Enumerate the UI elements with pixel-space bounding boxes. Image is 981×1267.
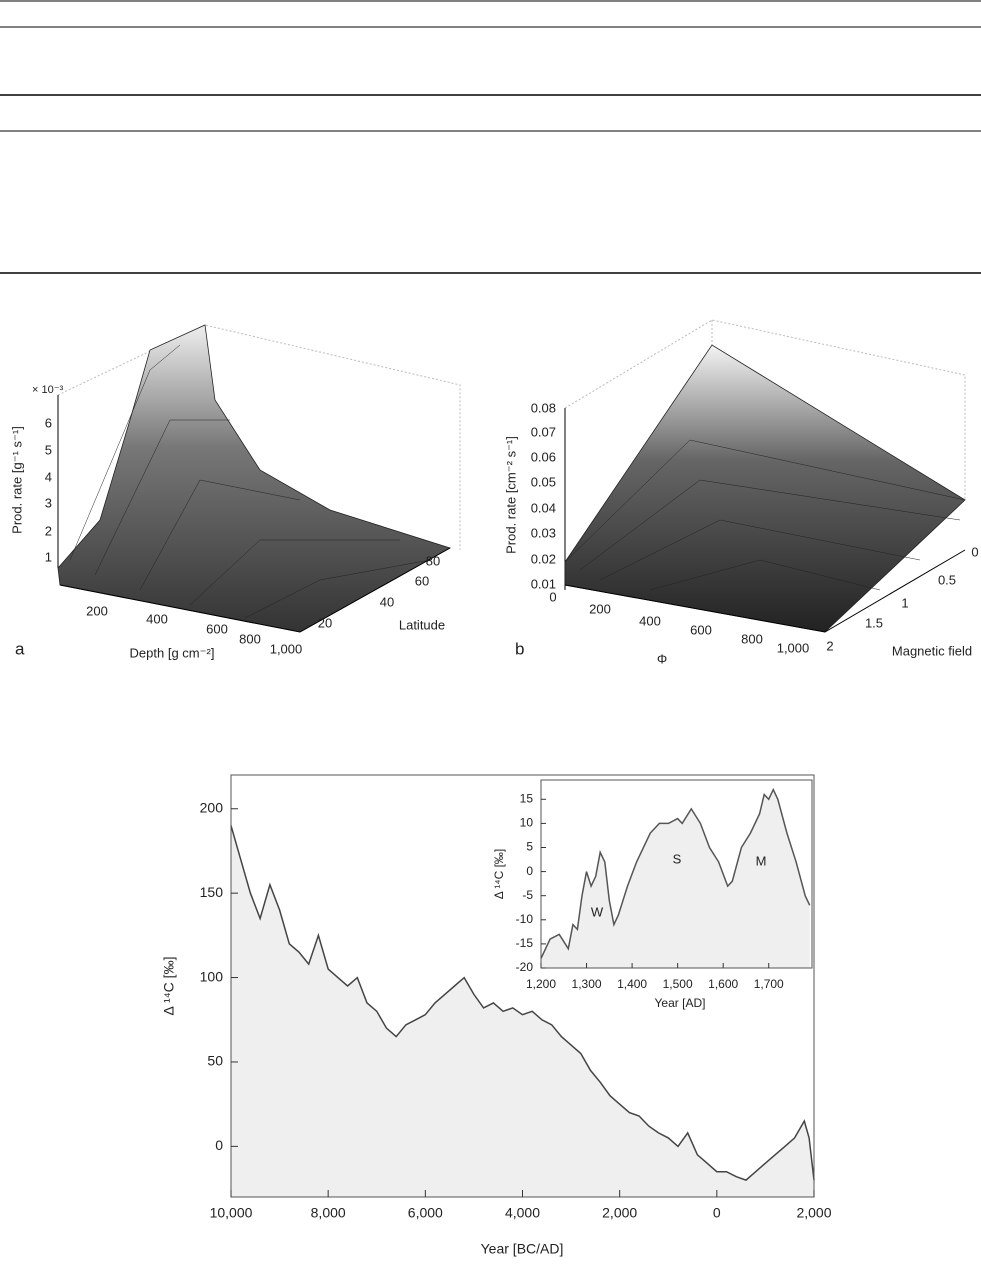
x-tick-label: 2,000	[602, 1205, 637, 1221]
annotation: S	[673, 851, 682, 866]
z-tick-label: 0.03	[531, 525, 556, 540]
y-axis-label: Δ ¹⁴C [‰]	[492, 849, 506, 900]
y-tick-label: 80	[426, 553, 440, 568]
x-tick-label: 1,500	[663, 977, 693, 991]
z-tick-label: 1	[45, 549, 52, 564]
surface-a	[57, 324, 461, 633]
surface-b	[564, 319, 966, 633]
y-tick-label: 0.5	[938, 572, 956, 587]
x-axis-label: Depth [g cm⁻²]	[130, 645, 215, 660]
z-axis-label: Prod. rate [g⁻¹ s⁻¹]	[9, 426, 24, 534]
x-tick-label: 8,000	[311, 1205, 346, 1221]
z-tick-label: 0.05	[531, 474, 556, 489]
y-tick-label: 15	[520, 791, 534, 805]
x-tick-label: 1,700	[754, 977, 784, 991]
y-tick-label: -20	[516, 960, 534, 974]
y-tick-label: 50	[207, 1053, 223, 1069]
x-tick-label: 600	[690, 622, 712, 637]
x-tick-label: 800	[239, 631, 261, 646]
y-tick-label: 2	[826, 638, 833, 653]
y-tick-label: 5	[526, 840, 533, 854]
z-tick-label: 5	[45, 442, 52, 457]
y-tick-label: -5	[522, 888, 533, 902]
x-axis-label: Year [AD]	[655, 996, 706, 1010]
axis-multiplier: × 10⁻³	[32, 384, 64, 396]
area-fill	[231, 825, 814, 1197]
x-tick-label: 200	[86, 603, 108, 618]
data-line	[540, 787, 811, 959]
table-rules	[0, 0, 981, 274]
x-tick-label: 600	[206, 621, 228, 636]
x-tick-label: 0	[713, 1205, 721, 1221]
z-tick-label: 0.07	[531, 424, 556, 439]
y-tick-label: 1.5	[865, 615, 883, 630]
x-axis-label: Year [BC/AD]	[481, 1241, 564, 1257]
z-tick-label: 4	[45, 469, 52, 484]
z-tick-label: 2	[45, 523, 52, 538]
y-tick-label: -15	[516, 936, 534, 950]
x-tick-label: 1,000	[777, 640, 810, 655]
x-tick-label: 6,000	[408, 1205, 443, 1221]
data-line	[230, 825, 815, 1181]
z-tick-label: 0.08	[531, 400, 556, 415]
axes-frame	[540, 779, 813, 969]
y-tick-label: 1	[901, 595, 908, 610]
x-tick-label: 1,400	[617, 977, 647, 991]
y-axis-label: Δ ¹⁴C [‰]	[161, 957, 177, 1016]
area-fill	[541, 789, 810, 968]
y-tick-label: 200	[200, 799, 224, 815]
y-tick-label: 60	[415, 573, 429, 588]
z-tick-label: 6	[45, 415, 52, 430]
z-axis-label: Prod. rate [cm⁻² s⁻¹]	[503, 436, 518, 554]
z-tick-label: 0.04	[531, 500, 556, 515]
y-tick-label: 0	[215, 1137, 223, 1153]
x-tick-label: 4,000	[505, 1205, 540, 1221]
annotation: W	[591, 904, 604, 919]
x-tick-label: 1,300	[572, 977, 602, 991]
z-tick-label: 0.01	[531, 576, 556, 591]
annotation: M	[756, 853, 767, 868]
y-tick-label: 20	[318, 615, 332, 630]
z-tick-label: 0.06	[531, 449, 556, 464]
x-axis-label: Φ	[657, 651, 667, 666]
y-axis-label: Magnetic field	[892, 643, 972, 658]
x-tick-label: 800	[741, 631, 763, 646]
x-tick-label: 10,000	[210, 1205, 253, 1221]
x-tick-label: 400	[639, 613, 661, 628]
x-tick-label: 1,600	[708, 977, 738, 991]
y-tick-label: -10	[516, 912, 534, 926]
y-tick-label: 0	[971, 544, 978, 559]
y-tick-label: 40	[380, 594, 394, 609]
x-tick-label: 200	[589, 601, 611, 616]
x-tick-label: 1,200	[526, 977, 556, 991]
y-tick-label: 150	[200, 884, 224, 900]
x-tick-label: 1,000	[270, 641, 303, 656]
y-axis-label: Latitude	[399, 617, 445, 632]
x-tick-label: 2,000	[796, 1205, 831, 1221]
z-tick-label: 0.02	[531, 551, 556, 566]
y-tick-label: 100	[200, 968, 224, 984]
z-tick-label: 3	[45, 495, 52, 510]
panel-label: a	[15, 639, 25, 658]
x-tick-label: 400	[146, 611, 168, 626]
x-tick-label: 0	[549, 589, 556, 604]
panel-label: b	[515, 639, 524, 658]
y-tick-label: 0	[526, 864, 533, 878]
y-tick-label: 10	[520, 816, 534, 830]
